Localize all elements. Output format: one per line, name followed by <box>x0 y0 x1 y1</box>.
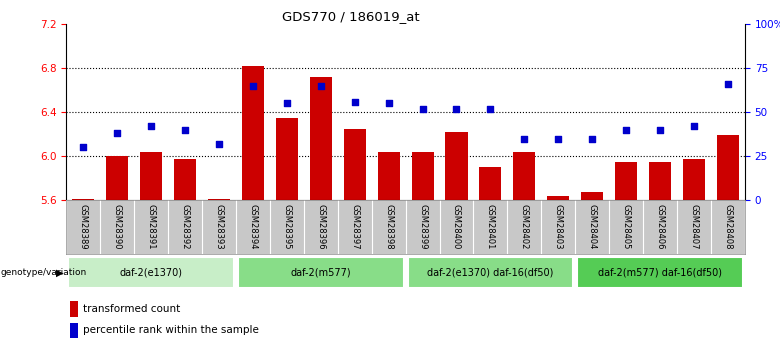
Title: GDS770 / 186019_at: GDS770 / 186019_at <box>282 10 420 23</box>
Point <box>417 106 429 111</box>
Bar <box>174 159 196 200</box>
Bar <box>344 129 366 200</box>
Text: percentile rank within the sample: percentile rank within the sample <box>83 325 258 335</box>
Bar <box>378 152 399 200</box>
Bar <box>548 196 569 200</box>
Point <box>722 81 734 87</box>
Bar <box>208 199 230 200</box>
Bar <box>310 77 332 200</box>
Point <box>246 83 259 89</box>
Bar <box>683 159 705 200</box>
Text: GSM28398: GSM28398 <box>384 204 393 250</box>
Point <box>382 101 395 106</box>
Text: genotype/variation: genotype/variation <box>1 268 87 277</box>
Text: GSM28403: GSM28403 <box>554 204 563 250</box>
Point <box>145 124 158 129</box>
Bar <box>480 167 502 200</box>
Bar <box>106 156 128 200</box>
Bar <box>445 132 467 200</box>
Point <box>77 145 90 150</box>
Text: GSM28401: GSM28401 <box>486 204 495 250</box>
Point <box>314 83 327 89</box>
Bar <box>513 152 535 200</box>
Text: GSM28404: GSM28404 <box>587 204 597 250</box>
Bar <box>276 118 298 200</box>
Point <box>518 136 530 141</box>
Point <box>349 99 361 104</box>
Point <box>654 127 666 132</box>
Bar <box>717 135 739 200</box>
Bar <box>615 161 637 200</box>
Text: GSM28391: GSM28391 <box>147 204 156 250</box>
Bar <box>73 199 94 200</box>
Point <box>586 136 598 141</box>
Bar <box>69 302 78 317</box>
Bar <box>649 161 671 200</box>
Bar <box>412 152 434 200</box>
Bar <box>69 257 234 288</box>
Text: GSM28400: GSM28400 <box>452 204 461 250</box>
Bar <box>581 193 603 200</box>
Bar <box>140 152 162 200</box>
Text: GSM28395: GSM28395 <box>282 204 292 250</box>
Text: daf-2(e1370): daf-2(e1370) <box>119 268 183 277</box>
Text: ▶: ▶ <box>56 268 64 277</box>
Point <box>111 130 123 136</box>
Point <box>450 106 463 111</box>
Bar <box>577 257 743 288</box>
Point <box>620 127 633 132</box>
Text: GSM28399: GSM28399 <box>418 204 427 250</box>
Text: GSM28392: GSM28392 <box>180 204 190 250</box>
Text: GSM28402: GSM28402 <box>519 204 529 250</box>
Bar <box>69 323 78 338</box>
Point <box>688 124 700 129</box>
Text: GSM28405: GSM28405 <box>622 204 631 250</box>
Text: GSM28396: GSM28396 <box>316 204 325 250</box>
Text: GSM28390: GSM28390 <box>112 204 122 250</box>
Text: daf-2(e1370) daf-16(df50): daf-2(e1370) daf-16(df50) <box>427 268 554 277</box>
Text: GSM28389: GSM28389 <box>79 204 88 250</box>
Text: GSM28406: GSM28406 <box>655 204 665 250</box>
Text: GSM28393: GSM28393 <box>215 204 224 250</box>
Bar <box>242 66 264 200</box>
Bar <box>238 257 403 288</box>
Text: GSM28407: GSM28407 <box>690 204 699 250</box>
Text: GSM28394: GSM28394 <box>248 204 257 250</box>
Point <box>484 106 497 111</box>
Text: GSM28397: GSM28397 <box>350 204 360 250</box>
Point <box>281 101 293 106</box>
Text: daf-2(m577) daf-16(df50): daf-2(m577) daf-16(df50) <box>598 268 722 277</box>
Bar <box>408 257 573 288</box>
Point <box>179 127 191 132</box>
Point <box>552 136 565 141</box>
Text: transformed count: transformed count <box>83 304 180 314</box>
Text: GSM28408: GSM28408 <box>723 204 732 250</box>
Text: daf-2(m577): daf-2(m577) <box>290 268 351 277</box>
Point <box>213 141 225 147</box>
